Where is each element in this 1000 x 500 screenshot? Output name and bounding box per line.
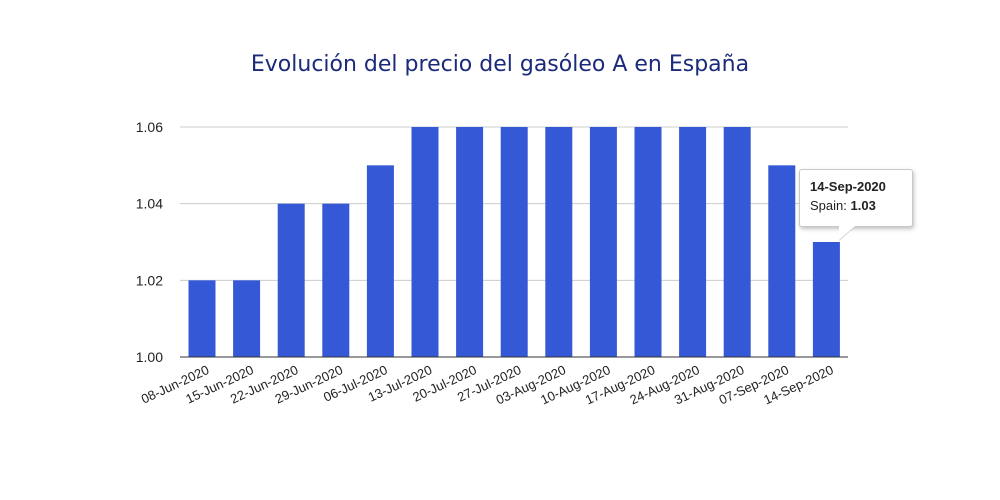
y-tick-label: 1.06 [136, 119, 163, 135]
tooltip-value: 1.03 [850, 198, 876, 213]
bar[interactable] [277, 203, 305, 357]
bar[interactable] [366, 165, 394, 357]
bar[interactable] [679, 127, 707, 357]
tooltip-pointer [839, 226, 855, 240]
bar[interactable] [500, 127, 528, 357]
tooltip: 14-Sep-2020 Spain: 1.03 [799, 169, 913, 227]
x-axis-ticks: 08-Jun-202015-Jun-202022-Jun-202029-Jun-… [139, 362, 836, 407]
bar[interactable] [723, 127, 751, 357]
bars [180, 127, 848, 358]
y-tick-label: 1.00 [136, 349, 163, 365]
bar[interactable] [768, 165, 796, 357]
bar[interactable] [545, 127, 573, 357]
chart-title: Evolución del precio del gasóleo A en Es… [250, 52, 750, 77]
bar[interactable] [589, 127, 617, 357]
y-axis-ticks: 1.00 1.02 1.04 1.06 [136, 119, 163, 365]
bar[interactable] [188, 280, 216, 357]
y-tick-label: 1.04 [136, 196, 163, 212]
bar[interactable] [456, 127, 484, 357]
bar[interactable] [411, 127, 439, 357]
tooltip-series-label: Spain: [810, 198, 847, 213]
tooltip-date: 14-Sep-2020 [810, 179, 886, 194]
bar[interactable] [812, 242, 840, 357]
bar[interactable] [322, 203, 350, 357]
y-tick-label: 1.02 [136, 272, 163, 288]
bar[interactable] [233, 280, 261, 357]
bar[interactable] [634, 127, 662, 357]
